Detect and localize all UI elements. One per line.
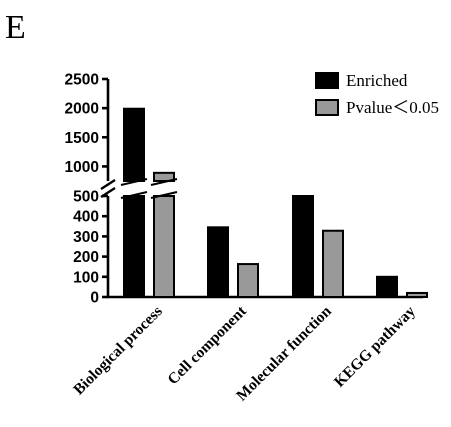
break-mark (120, 191, 148, 199)
legend: Enriched Pvalue＜0.05 (315, 71, 439, 117)
category-label: Molecular function (233, 303, 335, 405)
category-label: Biological process (70, 303, 166, 399)
bar (153, 195, 175, 298)
y-tick-label: 200 (73, 249, 99, 266)
bar (123, 195, 145, 298)
y-tick-label: 100 (73, 269, 99, 286)
category-label: Cell component (164, 302, 250, 388)
y-tick-label: 500 (73, 189, 99, 206)
legend-label: Pvalue＜0.05 (346, 98, 439, 117)
panel-label: E (5, 9, 26, 46)
bar (406, 291, 428, 298)
legend-label: Enriched (346, 71, 408, 90)
legend-swatch (315, 99, 339, 116)
axis-break-mark (100, 178, 116, 191)
y-tick-label: 1500 (65, 130, 99, 147)
y-tick-label: 400 (73, 209, 99, 226)
y-tick-label: 300 (73, 229, 99, 246)
bar (292, 195, 314, 298)
break-mark (150, 191, 178, 199)
bar (322, 229, 344, 298)
bar (237, 263, 259, 299)
bar (123, 107, 145, 182)
legend-swatch (315, 72, 339, 89)
y-tick-label: 2000 (65, 101, 99, 118)
tick-labels: 1000 1500 2000 2500 0 100 200 300 400 500 (65, 72, 99, 307)
bars (120, 107, 428, 299)
category-label: KEGG pathway (331, 303, 419, 391)
break-mark (120, 178, 148, 186)
break-mark (150, 178, 178, 186)
y-tick-label: 0 (90, 290, 99, 307)
bar (376, 275, 398, 298)
bar (207, 226, 229, 298)
y-tick-label: 1000 (65, 159, 99, 176)
y-tick-label: 2500 (65, 72, 99, 89)
axis-break-mark (100, 186, 116, 199)
